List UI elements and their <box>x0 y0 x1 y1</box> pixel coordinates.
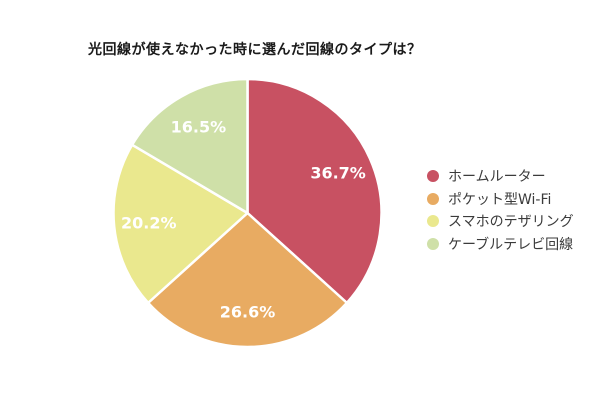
pie-slice-2 <box>112 143 249 305</box>
legend-item-1: ポケット型Wi-Fi <box>427 188 574 211</box>
pie-slice-percent-label-0: 36.7% <box>310 163 366 182</box>
legend-item-label: ポケット型Wi-Fi <box>448 191 552 208</box>
legend-swatch-icon <box>427 170 439 183</box>
pie-slice-0 <box>246 77 383 305</box>
pie-slice-percent-label-2: 20.2% <box>121 214 177 233</box>
legend-swatch-icon <box>427 192 439 205</box>
legend-item-0: ホームルーター <box>427 165 574 188</box>
legend-item-label: ケーブルテレビ回線 <box>448 236 574 253</box>
legend-item-3: ケーブルテレビ回線 <box>427 233 574 256</box>
pie-slice-percent-label-3: 16.5% <box>171 117 227 136</box>
legend-swatch-icon <box>427 237 439 250</box>
pie-slice-3 <box>130 77 249 215</box>
legend-swatch-icon <box>427 215 439 228</box>
legend-item-label: ホームルーター <box>448 169 546 186</box>
pie-slice-1 <box>146 211 349 349</box>
legend-item-label: スマホのテザリング <box>448 214 574 231</box>
legend: ホームルーター ポケット型Wi-Fi スマホのテザリング ケーブルテレビ回線 <box>427 165 574 255</box>
legend-item-2: スマホのテザリング <box>427 210 574 233</box>
pie-slice-percent-label-1: 26.6% <box>220 303 276 322</box>
chart-title: 光回線が使えなかった時に選んだ回線のタイプは？ <box>88 42 422 58</box>
